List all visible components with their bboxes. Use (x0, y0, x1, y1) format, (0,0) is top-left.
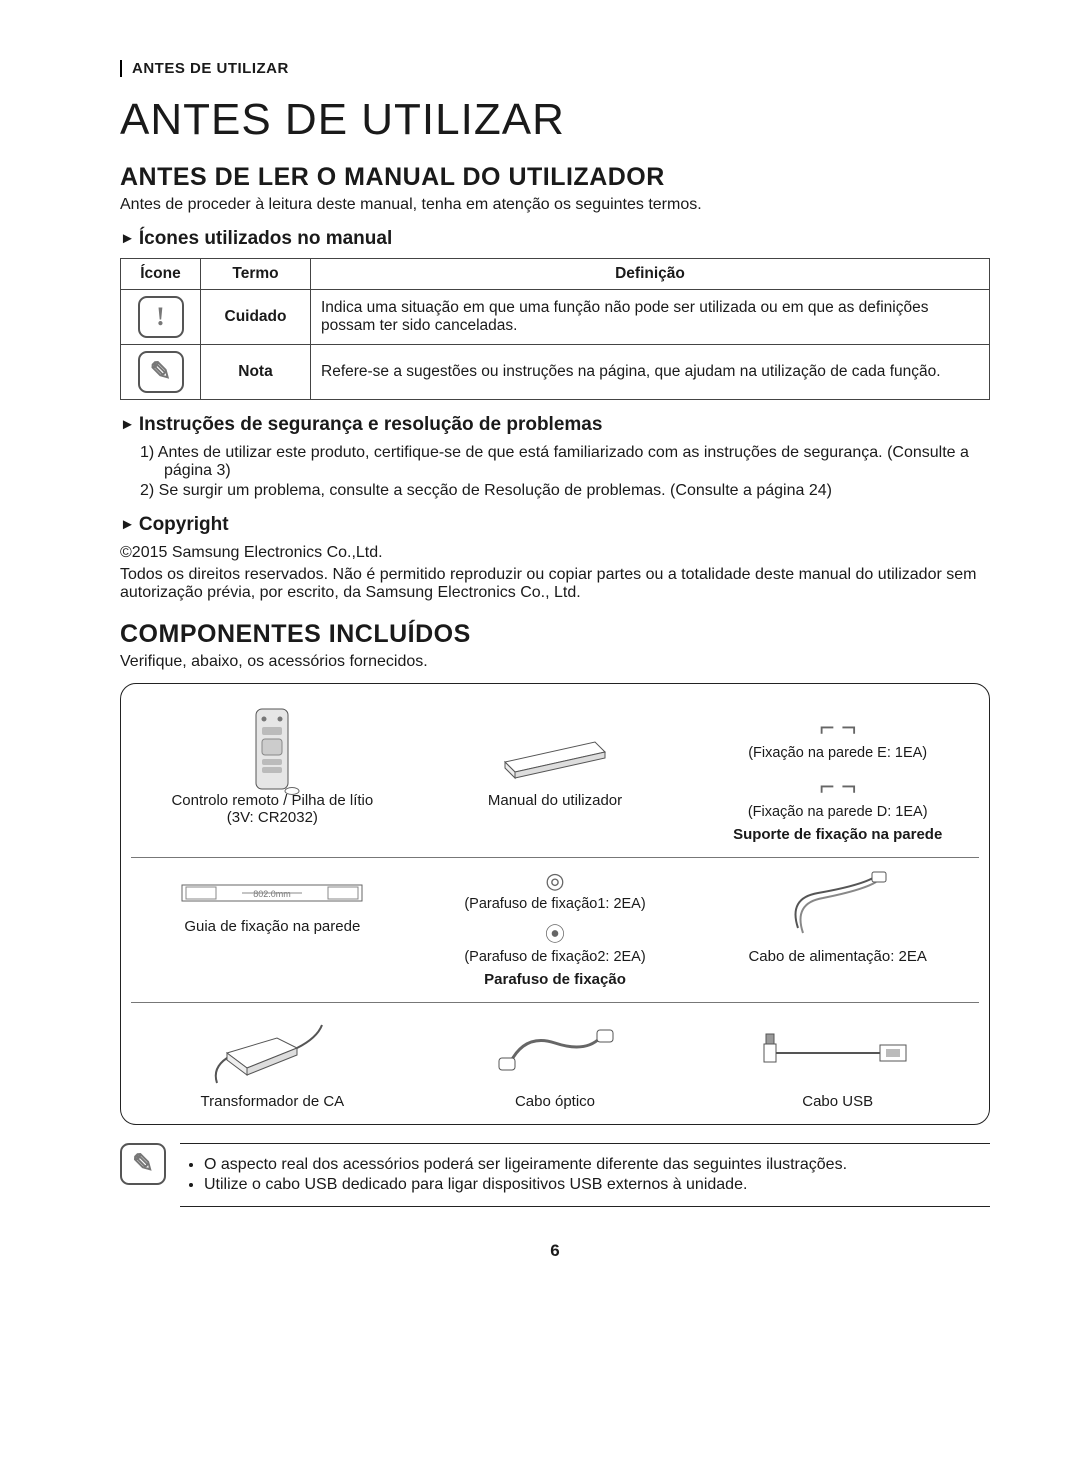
breadcrumb: ANTES DE UTILIZAR (132, 60, 990, 77)
list-item: 1) Antes de utilizar este produto, certi… (140, 444, 990, 480)
components-row: Controlo remoto / Pilha de lítio (3V: CR… (131, 702, 979, 858)
td-def: Refere-se a sugestões ou instruções na p… (311, 345, 990, 400)
components-box: Controlo remoto / Pilha de lítio (3V: CR… (120, 683, 990, 1125)
usb-cable-label: Cabo USB (704, 1093, 971, 1110)
header-rule: ANTES DE UTILIZAR (120, 60, 990, 77)
note-text: O aspecto real dos acessórios poderá ser… (180, 1143, 990, 1207)
bracket-label: Suporte de fixação na parede (704, 826, 971, 843)
screw2-icon: ⦿ (422, 918, 689, 947)
note-item: O aspecto real dos acessórios poderá ser… (204, 1156, 984, 1174)
bracket-e-label: (Fixação na parede E: 1EA) (704, 745, 971, 761)
bracket-e-icon: ⌐⌐ (704, 712, 971, 743)
copyright-subheading-text: Copyright (139, 514, 229, 535)
component-ac-adapter: Transformador de CA (131, 1013, 414, 1110)
copyright-subheading: ►Copyright (120, 514, 990, 536)
components-row: 802.0mm Guia de fixação na parede ◎ (Par… (131, 858, 979, 1003)
manual-icon (422, 712, 689, 792)
triangle-icon: ► (120, 516, 135, 533)
power-cord-label: Cabo de alimentação: 2EA (704, 948, 971, 965)
td-term: Nota (201, 345, 311, 400)
td-term: Cuidado (201, 290, 311, 345)
component-wall-bracket: ⌐⌐ (Fixação na parede E: 1EA) ⌐⌐ (Fixaçã… (696, 712, 979, 843)
component-optical-cable: Cabo óptico (414, 1013, 697, 1110)
section1-intro: Antes de proceder à leitura deste manual… (120, 196, 990, 214)
page-root: ANTES DE UTILIZAR ANTES DE UTILIZAR ANTE… (0, 0, 1080, 1291)
copyright-line: Todos os direitos reservados. Não é perm… (120, 566, 990, 602)
screw2-label: (Parafuso de fixação2: 2EA) (422, 949, 689, 965)
note-icon-col: ✎ (120, 1143, 166, 1185)
note-item: Utilize o cabo USB dedicado para ligar d… (204, 1176, 984, 1194)
td-icon: ✎ (121, 345, 201, 400)
caution-icon: ! (138, 296, 184, 338)
components-row: Transformador de CA Cabo óptico (131, 1003, 979, 1124)
component-remote: Controlo remoto / Pilha de lítio (3V: CR… (131, 712, 414, 843)
icons-subheading-text: Ícones utilizados no manual (139, 228, 392, 249)
remote-label-2: (3V: CR2032) (139, 809, 406, 826)
screw1-label: (Parafuso de fixação1: 2EA) (422, 896, 689, 912)
triangle-icon: ► (120, 230, 135, 247)
wall-guide-label: Guia de fixação na parede (139, 918, 406, 935)
page-title: ANTES DE UTILIZAR (120, 95, 990, 145)
note-icon: ✎ (138, 351, 184, 393)
components-intro: Verifique, abaixo, os acessórios forneci… (120, 653, 990, 671)
remote-icon (139, 712, 406, 792)
list-item: 2) Se surgir um problema, consulte a sec… (140, 482, 990, 500)
footer-note: ✎ O aspecto real dos acessórios poderá s… (120, 1143, 990, 1215)
component-power-cord: Cabo de alimentação: 2EA (696, 868, 979, 988)
wall-guide-icon: 802.0mm (139, 868, 406, 918)
component-screws: ◎ (Parafuso de fixação1: 2EA) ⦿ (Parafus… (414, 868, 697, 988)
section1-title: ANTES DE LER O MANUAL DO UTILIZADOR (120, 163, 990, 192)
power-cord-icon (704, 868, 971, 948)
note-icon: ✎ (120, 1143, 166, 1185)
page-number: 6 (120, 1241, 990, 1261)
bracket-d-label: (Fixação na parede D: 1EA) (704, 804, 971, 820)
td-icon: ! (121, 290, 201, 345)
table-row: ✎ Nota Refere-se a sugestões ou instruçõ… (121, 345, 990, 400)
copyright-line: ©2015 Samsung Electronics Co.,Ltd. (120, 544, 990, 562)
screw1-icon: ◎ (422, 868, 689, 894)
th-term: Termo (201, 259, 311, 290)
manual-label: Manual do utilizador (422, 792, 689, 809)
optical-cable-icon (422, 1013, 689, 1093)
svg-text:802.0mm: 802.0mm (254, 889, 292, 899)
bracket-d-icon: ⌐⌐ (704, 771, 971, 802)
component-manual: Manual do utilizador (414, 712, 697, 843)
safety-subheading-text: Instruções de segurança e resolução de p… (139, 414, 603, 435)
remote-label-1: Controlo remoto / Pilha de lítio (139, 792, 406, 809)
th-icon: Ícone (121, 259, 201, 290)
optical-cable-label: Cabo óptico (422, 1093, 689, 1110)
components-title: COMPONENTES INCLUÍDOS (120, 620, 990, 649)
screws-label: Parafuso de fixação (422, 971, 689, 988)
ac-adapter-label: Transformador de CA (139, 1093, 406, 1110)
ac-adapter-icon (139, 1013, 406, 1093)
table-row: ! Cuidado Indica uma situação em que uma… (121, 290, 990, 345)
icons-subheading: ►Ícones utilizados no manual (120, 228, 990, 250)
component-wall-guide: 802.0mm Guia de fixação na parede (131, 868, 414, 988)
td-def: Indica uma situação em que uma função nã… (311, 290, 990, 345)
safety-list: 1) Antes de utilizar este produto, certi… (120, 444, 990, 500)
usb-cable-icon (704, 1013, 971, 1093)
th-def: Definição (311, 259, 990, 290)
component-usb-cable: Cabo USB (696, 1013, 979, 1110)
triangle-icon: ► (120, 416, 135, 433)
safety-subheading: ►Instruções de segurança e resolução de … (120, 414, 990, 436)
icons-table: Ícone Termo Definição ! Cuidado Indica u… (120, 258, 990, 400)
